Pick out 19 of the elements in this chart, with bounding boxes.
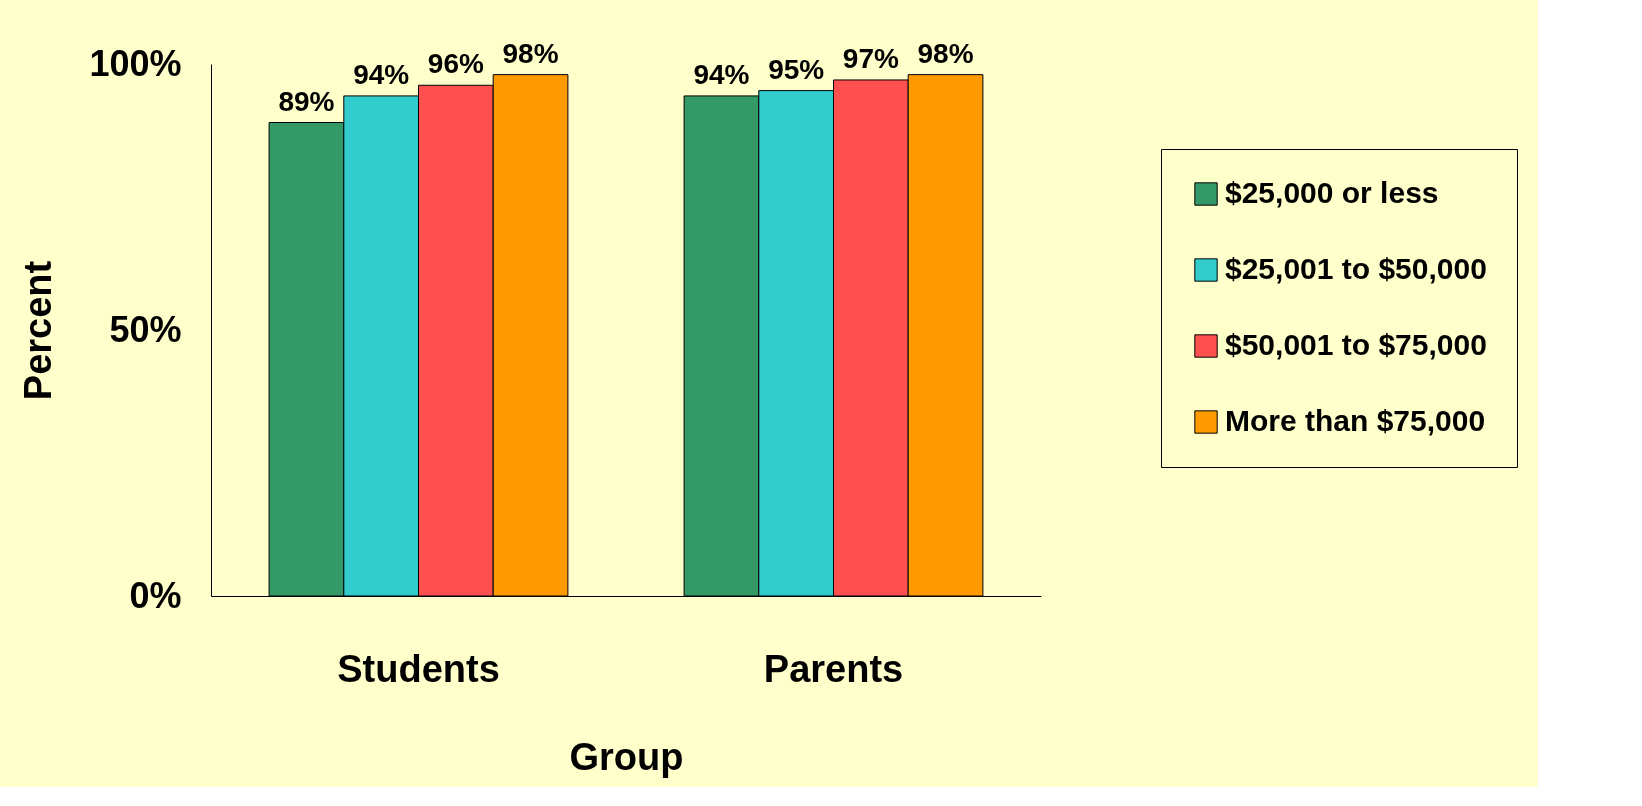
data-label: 98% (502, 37, 559, 69)
data-label: 97% (842, 42, 899, 74)
legend-label: $25,000 or less (1225, 176, 1439, 209)
legend-label: $50,001 to $75,000 (1225, 328, 1487, 361)
y-tick-label: 0% (129, 574, 182, 616)
data-label: 96% (427, 48, 484, 80)
y-axis-title: Percent (17, 260, 60, 401)
data-label: 94% (353, 58, 410, 90)
data-label: 95% (768, 53, 825, 85)
x-tick-label: Parents (763, 647, 904, 690)
legend-label: More than $75,000 (1225, 404, 1486, 437)
legend-label: $25,001 to $50,000 (1225, 252, 1487, 285)
data-label: 98% (917, 37, 974, 69)
y-tick-label: 100% (89, 42, 182, 84)
x-axis-title: Group (569, 735, 684, 778)
y-tick-label: 50% (109, 308, 182, 350)
x-tick-label: Students (337, 647, 500, 690)
data-label: 89% (278, 85, 335, 117)
data-label: 94% (693, 58, 750, 90)
